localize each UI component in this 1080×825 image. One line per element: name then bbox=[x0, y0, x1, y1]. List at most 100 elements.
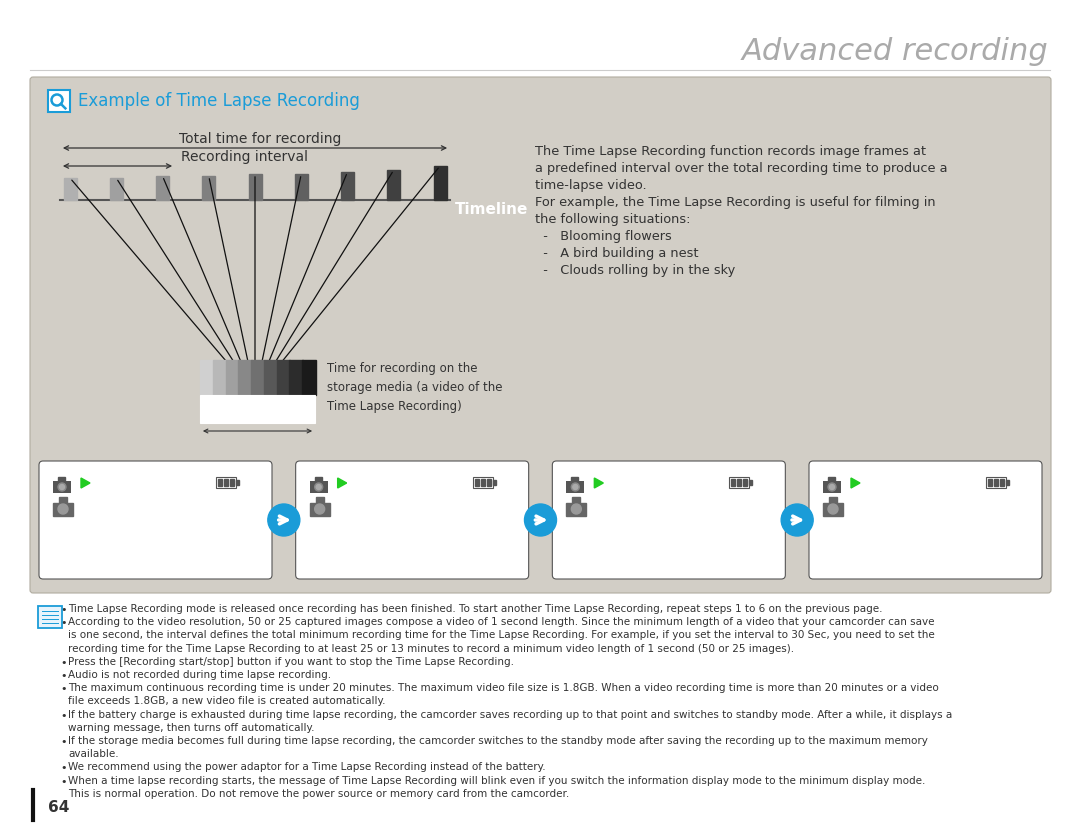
Text: 8D: 8D bbox=[481, 486, 497, 496]
Circle shape bbox=[572, 484, 578, 489]
Text: The Time Lapse Recording function records image frames at: The Time Lapse Recording function record… bbox=[535, 145, 926, 158]
Text: •: • bbox=[60, 737, 67, 747]
Bar bbox=[237, 480, 239, 485]
Bar bbox=[829, 497, 837, 504]
Text: a predefined interval over the total recording time to produce a: a predefined interval over the total rec… bbox=[535, 162, 947, 175]
Bar bbox=[433, 166, 446, 200]
Bar bbox=[202, 176, 215, 200]
Bar bbox=[218, 479, 222, 486]
Bar bbox=[53, 481, 71, 493]
Bar bbox=[731, 479, 735, 486]
Circle shape bbox=[781, 504, 813, 536]
Text: recording time for the Time Lapse Recording to at least 25 or 13 minutes to reco: recording time for the Time Lapse Record… bbox=[68, 644, 794, 653]
Text: •: • bbox=[60, 710, 67, 720]
Circle shape bbox=[571, 504, 581, 514]
Bar bbox=[823, 481, 841, 493]
FancyBboxPatch shape bbox=[552, 461, 785, 579]
Bar bbox=[828, 477, 835, 482]
FancyBboxPatch shape bbox=[48, 90, 70, 112]
Text: Total time for recording: Total time for recording bbox=[179, 132, 341, 146]
Text: Timeline: Timeline bbox=[455, 202, 528, 218]
Bar bbox=[156, 176, 168, 200]
Bar bbox=[276, 360, 289, 395]
Circle shape bbox=[268, 504, 300, 536]
Polygon shape bbox=[851, 478, 860, 488]
Bar bbox=[729, 477, 750, 488]
Bar bbox=[64, 178, 77, 200]
Text: 8D: 8D bbox=[225, 486, 240, 496]
Bar bbox=[487, 479, 490, 486]
Polygon shape bbox=[81, 478, 90, 488]
Circle shape bbox=[828, 504, 838, 514]
Text: We recommend using the power adaptor for a Time Lapse Recording instead of the b: We recommend using the power adaptor for… bbox=[68, 762, 545, 772]
Bar bbox=[986, 477, 1005, 488]
Bar bbox=[239, 360, 252, 395]
Text: 8D: 8D bbox=[995, 486, 1010, 496]
Bar bbox=[110, 178, 123, 200]
Circle shape bbox=[829, 484, 835, 489]
Bar bbox=[216, 477, 237, 488]
Bar bbox=[750, 480, 753, 485]
Bar bbox=[492, 480, 496, 485]
Circle shape bbox=[58, 504, 68, 514]
Text: time-lapse video.: time-lapse video. bbox=[535, 179, 647, 192]
Bar bbox=[475, 479, 478, 486]
Bar bbox=[481, 479, 485, 486]
FancyBboxPatch shape bbox=[30, 77, 1051, 593]
Bar bbox=[289, 360, 302, 395]
Text: •: • bbox=[60, 763, 67, 773]
Bar bbox=[224, 479, 228, 486]
Circle shape bbox=[314, 483, 323, 491]
Bar bbox=[315, 497, 324, 504]
Text: -   A bird building a nest: - A bird building a nest bbox=[535, 247, 699, 260]
Bar bbox=[743, 479, 747, 486]
Text: -   Blooming flowers: - Blooming flowers bbox=[535, 230, 672, 243]
Text: If the battery charge is exhausted during time lapse recording, the camcorder sa: If the battery charge is exhausted durin… bbox=[68, 710, 953, 719]
Bar bbox=[314, 477, 322, 482]
Bar bbox=[53, 503, 73, 516]
Text: is one second, the interval defines the total minimum recording time for the Tim: is one second, the interval defines the … bbox=[68, 630, 935, 640]
Bar bbox=[388, 170, 401, 200]
Text: Time Lapse Recording mode is released once recording has been finished. To start: Time Lapse Recording mode is released on… bbox=[68, 604, 882, 614]
Bar bbox=[226, 360, 239, 395]
Bar bbox=[566, 481, 584, 493]
Circle shape bbox=[571, 483, 579, 491]
Text: Audio is not recorded during time lapse recording.: Audio is not recorded during time lapse … bbox=[68, 670, 332, 680]
Bar bbox=[252, 360, 265, 395]
Text: The maximum continuous recording time is under 20 minutes. The maximum video fil: The maximum continuous recording time is… bbox=[68, 683, 939, 693]
Bar bbox=[213, 360, 226, 395]
Bar bbox=[295, 174, 308, 200]
FancyBboxPatch shape bbox=[39, 461, 272, 579]
Text: •: • bbox=[60, 671, 67, 681]
Text: This is normal operation. Do not remove the power source or memory card from the: This is normal operation. Do not remove … bbox=[68, 789, 569, 799]
Text: •: • bbox=[60, 605, 67, 615]
Circle shape bbox=[828, 483, 836, 491]
Text: Press the [Recording start/stop] button if you want to stop the Time Lapse Recor: Press the [Recording start/stop] button … bbox=[68, 657, 514, 667]
Bar bbox=[473, 477, 492, 488]
Bar bbox=[988, 479, 993, 486]
FancyBboxPatch shape bbox=[809, 461, 1042, 579]
Circle shape bbox=[316, 484, 321, 489]
Bar bbox=[248, 174, 261, 200]
Text: warning message, then turns off automatically.: warning message, then turns off automati… bbox=[68, 723, 314, 733]
Text: •: • bbox=[60, 684, 67, 694]
Bar bbox=[200, 360, 213, 395]
Text: According to the video resolution, 50 or 25 captured images compose a video of 1: According to the video resolution, 50 or… bbox=[68, 617, 934, 627]
FancyBboxPatch shape bbox=[296, 461, 529, 579]
Text: the following situations:: the following situations: bbox=[535, 213, 690, 226]
Bar bbox=[571, 477, 578, 482]
Circle shape bbox=[314, 504, 325, 514]
Bar bbox=[264, 360, 278, 395]
Bar bbox=[310, 481, 327, 493]
Text: file exceeds 1.8GB, a new video file is created automatically.: file exceeds 1.8GB, a new video file is … bbox=[68, 696, 386, 706]
Text: •: • bbox=[60, 618, 67, 628]
Bar bbox=[341, 172, 354, 200]
Bar bbox=[566, 503, 586, 516]
Bar bbox=[59, 497, 67, 504]
Bar bbox=[200, 395, 315, 423]
Text: Recording interval: Recording interval bbox=[181, 150, 308, 164]
Bar bbox=[1000, 479, 1004, 486]
Bar bbox=[230, 479, 234, 486]
Text: Advanced recording: Advanced recording bbox=[741, 37, 1048, 67]
Text: When a time lapse recording starts, the message of Time Lapse Recording will bli: When a time lapse recording starts, the … bbox=[68, 776, 926, 785]
